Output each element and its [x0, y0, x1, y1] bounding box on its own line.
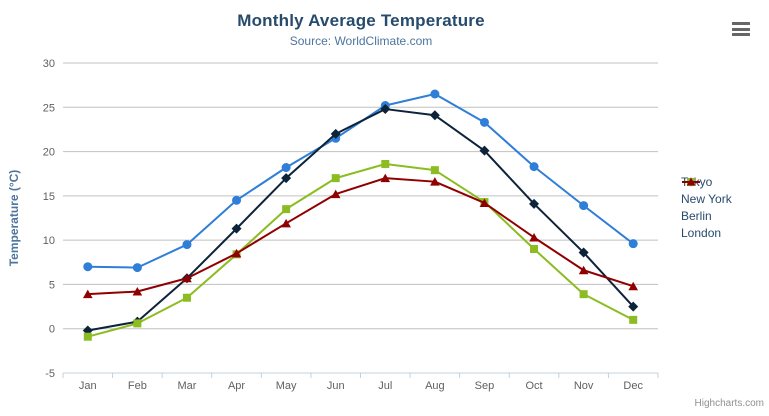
- series-tokyo-line: [86, 93, 635, 269]
- series-new-york-marker[interactable]: [231, 223, 242, 234]
- y-axis-tick-label: 25: [43, 102, 55, 114]
- hamburger-menu-icon: [732, 27, 750, 31]
- y-axis-tick-label: 20: [43, 147, 55, 159]
- triangle-icon: [686, 177, 696, 186]
- series-berlin-marker[interactable]: [282, 205, 291, 214]
- series-berlin-marker[interactable]: [331, 174, 340, 183]
- series-berlin-marker[interactable]: [133, 319, 142, 328]
- legend-item-label: New York: [681, 192, 732, 206]
- series-tokyo-marker[interactable]: [628, 239, 638, 249]
- series-london-line: [86, 177, 635, 296]
- legend-item-label: London: [681, 226, 722, 240]
- y-axis-tick-label: 15: [43, 191, 55, 203]
- hamburger-menu-icon: [732, 22, 750, 25]
- x-axis-tick-label: Jul: [378, 380, 392, 392]
- series-london-marker[interactable]: [132, 287, 143, 296]
- series-tokyo-marker[interactable]: [579, 201, 589, 211]
- x-axis-tick-label: Jan: [79, 380, 97, 392]
- x-axis-tick-label: Dec: [623, 380, 643, 392]
- series-london-marker[interactable]: [628, 281, 639, 291]
- series-new-york-marker[interactable]: [429, 110, 440, 121]
- series-new-york-marker[interactable]: [281, 173, 292, 184]
- x-axis-tick-label: Aug: [425, 380, 445, 392]
- x-axis-tick-label: Sep: [475, 380, 495, 392]
- y-axis-tick-label: 5: [49, 279, 55, 291]
- series-tokyo-marker[interactable]: [132, 263, 142, 273]
- series-london-marker[interactable]: [479, 198, 490, 207]
- credits-link[interactable]: Highcharts.com: [694, 398, 764, 409]
- legend: Tokyo New York Berlin London: [681, 176, 732, 239]
- legend-item-new-york[interactable]: New York: [681, 177, 732, 206]
- series-new-york-line: [86, 108, 635, 332]
- series-new-york-marker[interactable]: [578, 247, 589, 258]
- series-tokyo-marker[interactable]: [430, 89, 440, 99]
- series-tokyo-marker[interactable]: [182, 240, 192, 250]
- y-axis-tick-label: 30: [43, 58, 55, 70]
- legend-item-london[interactable]: London: [681, 177, 732, 240]
- series-new-york-marker[interactable]: [380, 104, 391, 115]
- series-london-marker[interactable]: [380, 173, 391, 183]
- x-axis-tick-label: May: [276, 380, 297, 392]
- legend-item-label: Berlin: [681, 209, 712, 223]
- series-berlin-marker[interactable]: [430, 166, 439, 175]
- legend-item-berlin[interactable]: Berlin: [681, 178, 732, 223]
- london-legend-marker-icon: [682, 177, 700, 186]
- series-london-marker[interactable]: [182, 273, 192, 283]
- series-berlin-marker[interactable]: [530, 245, 539, 253]
- series-tokyo-marker[interactable]: [232, 195, 242, 205]
- series-london-marker[interactable]: [330, 189, 341, 199]
- series-tokyo-marker[interactable]: [479, 117, 489, 127]
- series-new-york-marker[interactable]: [479, 145, 490, 156]
- series-berlin-marker[interactable]: [579, 290, 588, 299]
- series-london-marker[interactable]: [231, 248, 242, 258]
- series-new-york-marker[interactable]: [628, 301, 639, 312]
- series-london-marker[interactable]: [430, 177, 440, 186]
- x-axis-tick-label: Nov: [574, 380, 594, 392]
- series-tokyo-marker[interactable]: [281, 163, 291, 173]
- series-london-marker[interactable]: [281, 218, 291, 228]
- series-new-york-marker[interactable]: [330, 128, 341, 139]
- export-menu-button[interactable]: [730, 20, 752, 38]
- series-berlin-line: [86, 162, 635, 338]
- hamburger-menu-icon: [732, 33, 750, 36]
- y-axis-tick-label: 0: [49, 324, 55, 336]
- series-berlin-marker[interactable]: [182, 293, 191, 302]
- series-berlin-marker[interactable]: [381, 159, 390, 168]
- y-axis-tick-label: 10: [43, 235, 55, 247]
- x-axis-tick-label: Apr: [228, 380, 245, 392]
- series-berlin-marker[interactable]: [629, 315, 638, 324]
- x-axis-tick-label: Oct: [525, 380, 542, 392]
- series-london-marker[interactable]: [578, 265, 589, 275]
- series-berlin-marker[interactable]: [83, 332, 92, 341]
- x-axis-tick-label: Feb: [128, 380, 147, 392]
- chart-subtitle: Source: WorldClimate.com: [289, 34, 433, 48]
- chart-title: Monthly Average Temperature: [237, 11, 485, 30]
- x-axis-tick-label: Mar: [177, 380, 196, 392]
- series-london-marker[interactable]: [529, 232, 539, 242]
- series-tokyo-marker[interactable]: [83, 262, 93, 272]
- x-axis-tick-label: Jun: [327, 380, 345, 392]
- series-tokyo-marker[interactable]: [529, 162, 539, 172]
- series-london-marker[interactable]: [82, 289, 93, 299]
- y-axis-title: Temperature (°C): [7, 169, 21, 267]
- y-axis-tick-label: -5: [45, 368, 55, 380]
- series-new-york-marker[interactable]: [529, 198, 540, 209]
